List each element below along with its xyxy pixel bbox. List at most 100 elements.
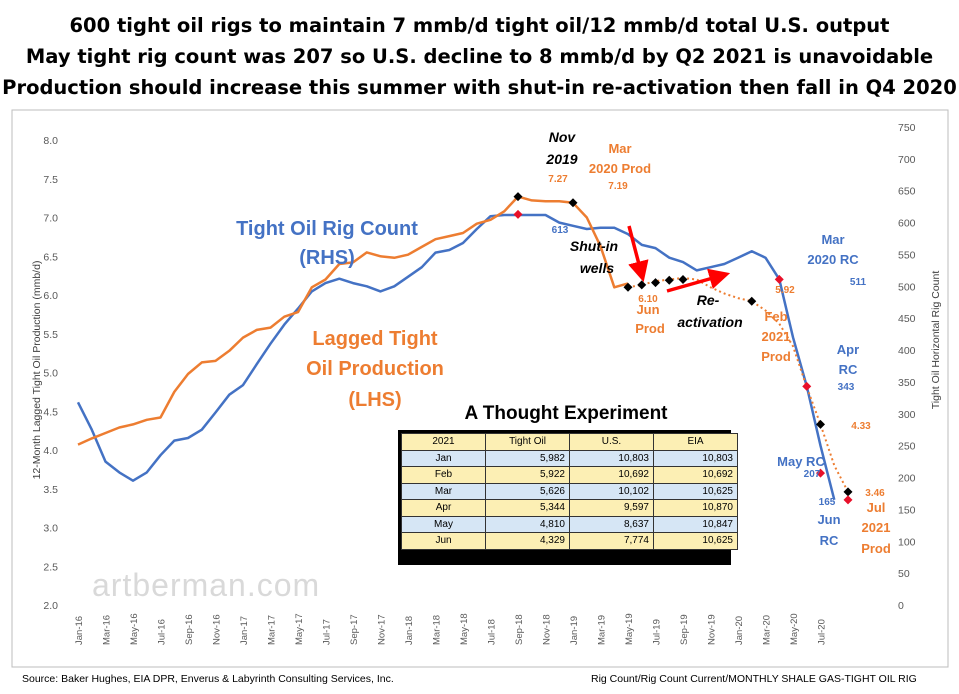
data-point-marker (843, 487, 853, 497)
table-cell: 10,803 (653, 449, 738, 467)
y2-tick-label: 100 (898, 536, 916, 548)
production-line (77, 195, 629, 446)
y2-tick-label: 150 (898, 504, 916, 516)
x-tick-label: Nov-19 (707, 614, 718, 645)
table-cell: Apr (401, 499, 486, 517)
table-cell: 10,692 (653, 466, 738, 484)
x-tick-label: Jan-18 (404, 616, 415, 645)
table-title: A Thought Experiment (464, 403, 668, 424)
data-point-marker (843, 495, 853, 505)
table-row: Feb 5,922 10,692 10,692 (401, 466, 738, 484)
y2-tick-label: 400 (898, 345, 916, 357)
table-cell: 5,344 (485, 499, 570, 517)
y-axis-ticks: 8.0 7.5 7.0 6.5 6.0 5.5 5.0 4.5 4.0 3.5 3.0 2.5 2.0 (43, 135, 58, 612)
x-tick-label: May-17 (294, 613, 305, 645)
y-tick-label: 2.0 (43, 600, 58, 612)
y-axis-label: 12-Month Lagged Tight Oil Production (mm… (31, 261, 43, 480)
data-point-marker (513, 209, 523, 219)
jun-rc-1: Jun (817, 512, 840, 527)
x-tick-label: Nov-16 (212, 614, 223, 645)
table-cell: May (401, 515, 486, 533)
data-point-marker (802, 381, 812, 391)
y-tick-label: 4.5 (43, 406, 58, 418)
value-5-92: 5.92 (775, 285, 795, 296)
apr-rc-1: Apr (837, 342, 859, 357)
table-cell: Jan (401, 449, 486, 467)
table-cell: 10,870 (653, 499, 738, 517)
value-511: 511 (850, 277, 867, 288)
y2-tick-label: 650 (898, 186, 916, 198)
shut-in-label-2: wells (580, 260, 614, 276)
prod-series-title-2: Oil Production (306, 358, 444, 380)
feb-2021-prod-3: Prod (761, 349, 791, 364)
x-tick-label: Jul-16 (157, 619, 168, 645)
data-point-marker (816, 419, 825, 429)
table-header-cell: 2021 (401, 433, 486, 451)
jun-prod-1: Jun (636, 302, 659, 317)
x-tick-label: Jan-16 (74, 616, 85, 645)
y-tick-label: 6.0 (43, 290, 58, 302)
value-207: 207 (804, 469, 821, 480)
y-tick-label: 7.5 (43, 174, 58, 186)
markers-group (513, 192, 853, 505)
chart-titles: 600 tight oil rigs to maintain 7 mmb/d t… (0, 10, 959, 103)
x-tick-label: Jul-20 (817, 619, 828, 645)
table-row: Jun 4,329 7,774 10,625 (401, 532, 738, 550)
value-6-10: 6.10 (638, 294, 658, 305)
feb-2021-prod-1: Feb (764, 309, 787, 324)
y-tick-label: 5.0 (43, 368, 58, 380)
x-tick-label: Jan-20 (734, 616, 745, 645)
x-tick-label: Jul-18 (487, 619, 498, 645)
x-tick-label: May-18 (459, 613, 470, 645)
chart-frame (11, 109, 949, 668)
x-tick-label: Sep-17 (349, 614, 360, 645)
x-tick-label: Jul-17 (322, 619, 333, 645)
y-tick-label: 7.0 (43, 213, 58, 225)
x-tick-label: Sep-18 (514, 614, 525, 645)
table-cell: 10,102 (569, 482, 654, 500)
table-cell: 9,597 (569, 499, 654, 517)
jun-rc-2: RC (820, 533, 839, 548)
shut-in-arrow (627, 225, 649, 283)
x-tick-label: May-20 (789, 613, 800, 645)
y2-tick-label: 600 (898, 218, 916, 230)
value-165: 165 (819, 497, 836, 508)
y-tick-label: 4.0 (43, 445, 58, 457)
chart-title-line-3: Production should increase this summer w… (2, 76, 957, 99)
x-tick-label: Sep-16 (184, 614, 195, 645)
y2-tick-label: 750 (898, 122, 916, 134)
footer-right-note: Rig Count/Rig Count Current/MONTHLY SHAL… (591, 673, 917, 685)
reactivation-arrow (666, 268, 731, 293)
table-cell: 10,692 (569, 466, 654, 484)
x-tick-label: Jan-19 (569, 616, 580, 645)
chart-title-line-2: May tight rig count was 207 so U.S. decl… (25, 45, 934, 68)
data-point-marker (513, 192, 523, 202)
mar-2020-rc-1: Mar (821, 232, 844, 247)
x-tick-label: Mar-20 (762, 615, 773, 645)
prod-series-title-1: Lagged Tight (312, 328, 438, 350)
watermark: artberman.com (92, 567, 320, 603)
y2-tick-label: 350 (898, 377, 916, 389)
y2-tick-label: 50 (898, 568, 910, 580)
y2-tick-label: 200 (898, 473, 916, 485)
rig-series-title-2: (RHS) (299, 247, 355, 269)
mar-2020-prod-2: 2020 Prod (589, 161, 651, 176)
table-row: Jan 5,982 10,803 10,803 (401, 449, 738, 467)
x-tick-label: Nov-17 (377, 614, 388, 645)
value-7-27: 7.27 (548, 174, 568, 185)
y-tick-label: 5.5 (43, 329, 58, 341)
prod-series-title-3: (LHS) (348, 389, 401, 411)
x-tick-label: Jul-19 (652, 619, 663, 645)
table-cell: 5,982 (485, 449, 570, 467)
nov-2019-label-1: Nov (549, 129, 577, 145)
table-cell: 4,329 (485, 532, 570, 550)
x-tick-label: Sep-19 (679, 614, 690, 645)
x-tick-label: May-16 (129, 613, 140, 645)
table-row: Apr 5,344 9,597 10,870 (401, 499, 738, 517)
y2-tick-label: 300 (898, 409, 916, 421)
mar-2020-rc-2: 2020 RC (807, 252, 859, 267)
table-row: May 4,810 8,637 10,847 (401, 515, 738, 533)
table-header-cell: Tight Oil (485, 433, 570, 451)
x-tick-label: Mar-19 (597, 615, 608, 645)
